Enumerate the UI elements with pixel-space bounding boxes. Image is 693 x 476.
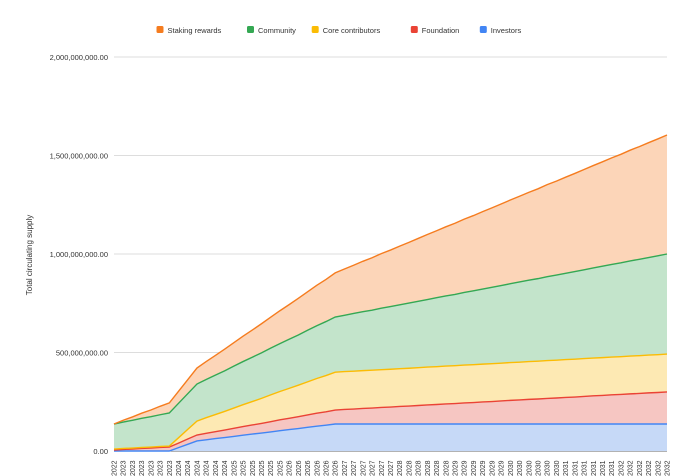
x-tick-label: 2032 (655, 460, 662, 476)
legend-swatch-icon (156, 26, 164, 33)
x-tick-label: 2028 (425, 460, 432, 476)
x-tick-label: 2025 (231, 460, 238, 476)
line-investors (114, 423, 667, 452)
x-tick-label: 2030 (554, 460, 561, 476)
x-tick-label: 2031 (572, 460, 579, 476)
y-tick-label: 500,000,000.00 (56, 349, 108, 358)
x-tick-labels: 2022 2023 2023 2023 2023 2023 2023 2024 2024 2024… (112, 460, 672, 476)
y-tick-labels: 0.00 500,000,000.00 1,000,000,000.00 1,500,… (50, 53, 108, 456)
x-tick-label: 2026 (323, 460, 330, 476)
x-tick-label: 2026 (305, 460, 312, 476)
legend-swatch-icon (247, 26, 254, 33)
legend-label: Staking rewards (168, 26, 222, 35)
x-tick-label: 2023 (167, 460, 174, 476)
areas (114, 135, 667, 451)
legend: Staking rewards Community Core contributor… (156, 26, 522, 35)
line-core-contributors (113, 353, 668, 450)
x-tick-label: 2023 (148, 460, 155, 476)
x-tick-label: 2030 (517, 460, 524, 476)
y-tick-label: 1,000,000,000.00 (50, 250, 108, 259)
series-lines (113, 134, 668, 452)
x-tick-label: 2024 (185, 460, 192, 476)
x-tick-label: 2030 (526, 460, 533, 476)
x-tick-label: 2029 (453, 460, 460, 476)
y-tick-label: 0.00 (93, 447, 108, 456)
x-tick-label: 2028 (416, 460, 423, 476)
x-tick-label: 2027 (379, 460, 386, 476)
x-tick-label: 2032 (637, 460, 644, 476)
x-tick-label: 2027 (360, 460, 367, 476)
x-tick-label: 2029 (489, 460, 496, 476)
legend-swatch-icon (311, 26, 319, 33)
line-community (113, 253, 668, 425)
x-tick-label: 2025 (259, 460, 266, 476)
x-tick-label: 2024 (176, 460, 183, 476)
x-tick-label: 2026 (287, 460, 294, 476)
area-staking-rewards (114, 135, 667, 425)
legend-item-foundation[interactable]: Foundation (410, 26, 460, 35)
legend-item-investors[interactable]: Investors (479, 26, 522, 35)
x-tick-label: 2022 (112, 460, 119, 476)
legend-label: Core contributors (323, 26, 381, 35)
x-tick-label: 2028 (434, 460, 441, 476)
x-tick-label: 2031 (591, 460, 598, 476)
x-tick-label: 2024 (204, 460, 211, 476)
x-tick-label: 2025 (241, 460, 248, 476)
x-tick-label: 2023 (121, 460, 128, 476)
line-staking-rewards (113, 134, 668, 425)
legend-label: Foundation (422, 26, 460, 35)
legend-item-community[interactable]: Community (247, 26, 296, 35)
x-tick-label: 2032 (665, 460, 672, 476)
x-tick-label: 2023 (139, 460, 146, 476)
x-tick-label: 2029 (499, 460, 506, 476)
x-tick-label: 2027 (370, 460, 377, 476)
legend-swatch-icon (410, 26, 418, 33)
x-tick-label: 2028 (443, 460, 450, 476)
area-community (114, 254, 667, 450)
x-tick-label: 2026 (296, 460, 303, 476)
legend-label: Investors (491, 26, 522, 35)
x-tick-label: 2029 (462, 460, 469, 476)
x-tick-label: 2030 (535, 460, 542, 476)
y-tick-label: 1,500,000,000.00 (50, 152, 108, 161)
y-axis-title: Total circulating supply (25, 215, 34, 295)
x-tick-label: 2031 (609, 460, 616, 476)
x-tick-label: 2025 (277, 460, 284, 476)
x-tick-label: 2024 (194, 460, 201, 476)
x-tick-label: 2031 (600, 460, 607, 476)
x-tick-label: 2024 (213, 460, 220, 476)
x-tick-label: 2031 (582, 460, 589, 476)
x-tick-label: 2024 (222, 460, 229, 476)
x-tick-label: 2029 (480, 460, 487, 476)
x-tick-label: 2025 (250, 460, 257, 476)
x-tick-label: 2028 (406, 460, 413, 476)
x-tick-label: 2026 (333, 460, 340, 476)
area-investors (114, 424, 667, 451)
legend-item-core-contributors[interactable]: Core contributors (311, 26, 381, 35)
x-tick-label: 2032 (618, 460, 625, 476)
x-tick-label: 2030 (545, 460, 552, 476)
x-tick-label: 2027 (388, 460, 395, 476)
line-foundation (113, 391, 668, 451)
x-tick-label: 2027 (351, 460, 358, 476)
area-foundation (114, 391, 667, 451)
x-tick-label: 2029 (471, 460, 478, 476)
x-tick-label: 2028 (397, 460, 404, 476)
x-tick-label: 2032 (646, 460, 653, 476)
legend-item-staking-rewards[interactable]: Staking rewards (156, 26, 222, 35)
x-tick-label: 2031 (563, 460, 570, 476)
area-core-contributors (114, 354, 667, 451)
x-tick-label: 2032 (628, 460, 635, 476)
legend-swatch-icon (479, 26, 487, 33)
legend-label: Community (258, 26, 296, 35)
x-tick-label: 2030 (508, 460, 515, 476)
x-tick-label: 2027 (342, 460, 349, 476)
x-tick-label: 2025 (268, 460, 275, 476)
y-tick-label: 2,000,000,000.00 (50, 53, 108, 62)
x-tick-label: 2023 (130, 460, 137, 476)
x-tick-label: 2023 (158, 460, 165, 476)
x-tick-label: 2026 (314, 460, 321, 476)
